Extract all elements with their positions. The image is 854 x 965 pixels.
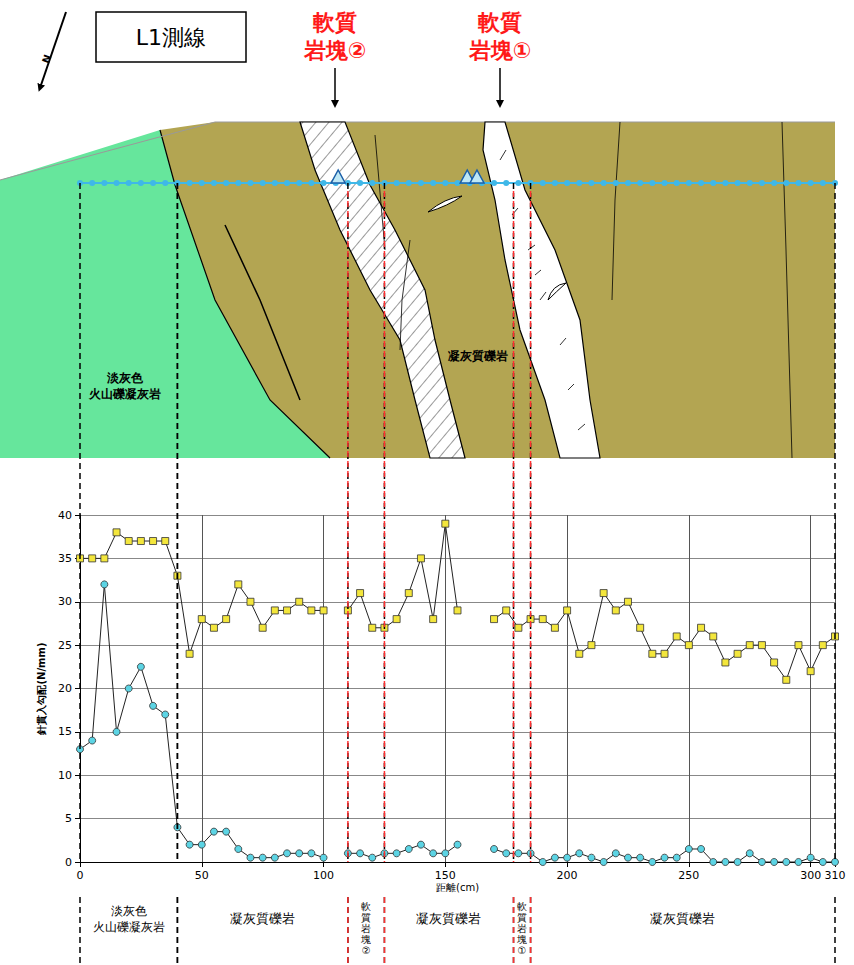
svg-text:200: 200 [557, 869, 578, 882]
svg-text:淡灰色: 淡灰色 [111, 904, 147, 918]
svg-text:N: N [40, 53, 53, 65]
svg-text:②: ② [362, 945, 371, 956]
svg-text:15: 15 [58, 725, 72, 738]
svg-text:軟質: 軟質 [313, 10, 357, 35]
svg-text:0: 0 [65, 856, 72, 869]
svg-text:岩: 岩 [517, 923, 527, 934]
svg-text:50: 50 [195, 869, 209, 882]
svg-text:凝灰質礫岩: 凝灰質礫岩 [650, 911, 715, 926]
svg-text:質: 質 [361, 912, 371, 923]
svg-text:岩塊①: 岩塊① [468, 38, 532, 63]
svg-text:20: 20 [58, 682, 72, 695]
svg-text:淡灰色: 淡灰色 [106, 371, 144, 385]
svg-text:L1測線: L1測線 [136, 25, 206, 50]
svg-text:40: 40 [58, 509, 72, 522]
svg-text:150: 150 [435, 869, 456, 882]
svg-text:300: 300 [800, 869, 821, 882]
svg-text:塊: 塊 [516, 934, 527, 945]
svg-text:①: ① [518, 945, 527, 956]
svg-text:塊: 塊 [360, 934, 371, 945]
svg-text:100: 100 [313, 869, 334, 882]
svg-text:35: 35 [58, 552, 72, 565]
svg-text:距離(cm): 距離(cm) [436, 882, 479, 893]
svg-text:火山礫凝灰岩: 火山礫凝灰岩 [93, 920, 165, 934]
svg-text:火山礫凝灰岩: 火山礫凝灰岩 [88, 387, 161, 401]
svg-text:10: 10 [58, 769, 72, 782]
svg-text:310: 310 [825, 869, 846, 882]
svg-text:凝灰質礫岩: 凝灰質礫岩 [230, 911, 295, 926]
svg-text:0: 0 [77, 869, 84, 882]
svg-text:30: 30 [58, 595, 72, 608]
svg-text:凝灰質礫岩: 凝灰質礫岩 [448, 349, 508, 363]
svg-text:質: 質 [517, 912, 527, 923]
svg-text:軟質: 軟質 [478, 10, 522, 35]
svg-text:岩塊②: 岩塊② [303, 38, 367, 63]
svg-text:針貫入勾配(N/mm): 針貫入勾配(N/mm) [36, 642, 48, 735]
svg-text:軟: 軟 [361, 901, 371, 912]
svg-text:岩: 岩 [361, 923, 371, 934]
svg-text:凝灰質礫岩: 凝灰質礫岩 [416, 911, 481, 926]
svg-text:5: 5 [65, 812, 72, 825]
svg-text:250: 250 [678, 869, 699, 882]
svg-text:軟: 軟 [517, 901, 527, 912]
svg-text:25: 25 [58, 639, 72, 652]
